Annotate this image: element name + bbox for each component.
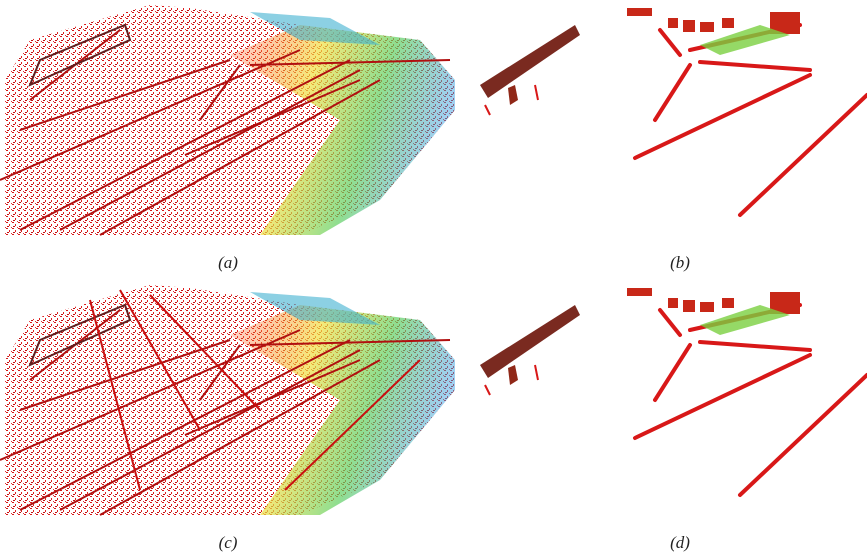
page: (a) (b) (c) (d) (() => { const data = JS… [0, 0, 867, 557]
caption: (b) [670, 253, 690, 272]
panel-d [480, 288, 867, 495]
caption: (d) [670, 533, 690, 552]
panel-c [0, 285, 455, 515]
figure: (a) (b) (c) (d) [0, 0, 867, 557]
caption: (a) [218, 253, 238, 272]
panel-b [480, 8, 867, 215]
panel-a [0, 5, 455, 235]
caption: (c) [219, 533, 238, 552]
